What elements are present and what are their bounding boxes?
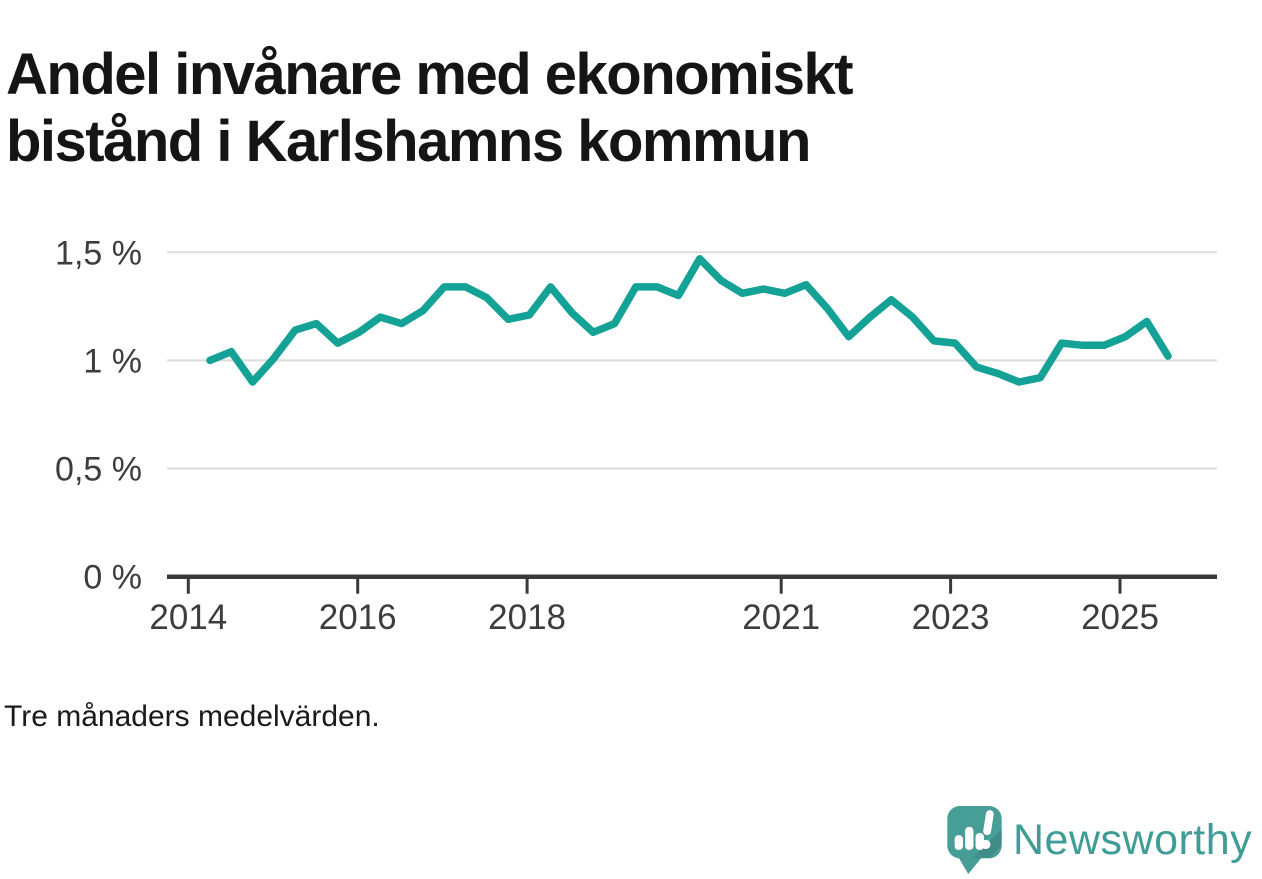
x-axis-label: 2023 (912, 598, 990, 637)
logo-exclamation (981, 809, 994, 849)
y-axis-label: 0 % (83, 559, 142, 597)
x-axis-label: 2025 (1081, 598, 1159, 637)
logo-bar-1 (954, 834, 963, 850)
logo-bubble-tail (957, 855, 983, 874)
x-axis-label: 2021 (742, 598, 820, 637)
newsworthy-logo: Newsworthy (947, 804, 1252, 876)
chart-footnote: Tre månaders medelvärden. (4, 700, 380, 733)
y-axis-label: 1 % (83, 342, 142, 380)
chart-title: Andel invånare med ekonomiskt bistånd i … (6, 41, 854, 174)
y-axis-label: 1,5 % (55, 234, 142, 272)
x-axis-label: 2018 (488, 598, 566, 637)
trend-line (206, 254, 1172, 386)
logo-bar-2 (965, 826, 974, 850)
x-axis-label: 2014 (149, 598, 227, 637)
x-axis-label: 2016 (319, 598, 397, 637)
newsworthy-speech-bubble-chart-icon (947, 805, 1002, 874)
newsworthy-wordmark: Newsworthy (1013, 816, 1253, 864)
y-axis-label: 0,5 % (55, 451, 142, 489)
